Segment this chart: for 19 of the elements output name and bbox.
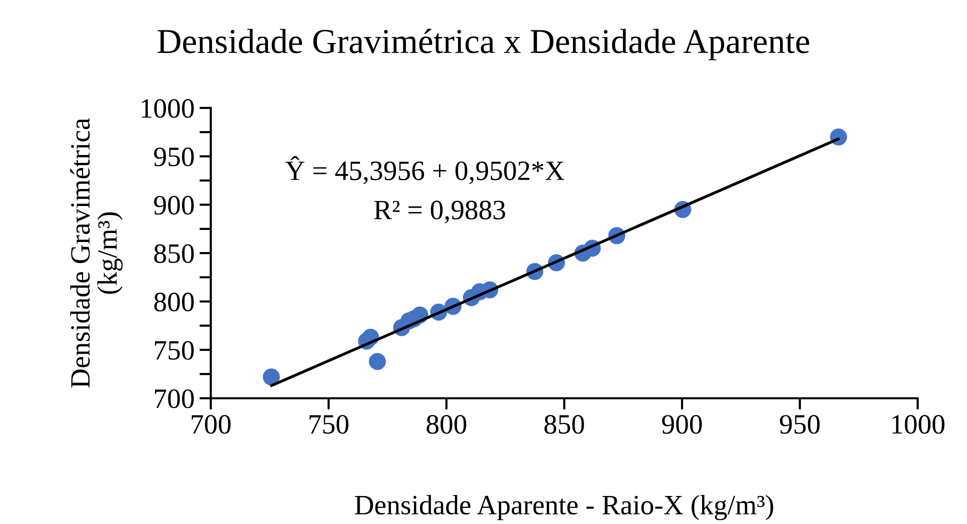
y-tick-label: 900 <box>154 196 194 215</box>
annotation: Ŷ = 45,3956 + 0,9502*X <box>285 156 564 184</box>
x-tick-label: 900 <box>662 415 702 434</box>
x-tick-label: 1000 <box>892 415 944 434</box>
y-tick-label: 1000 <box>142 99 194 118</box>
x-tick-label: 950 <box>780 415 820 434</box>
y-tick-label: 750 <box>155 341 194 360</box>
chart-title: Densidade Gravimétrica x Densidade Aparente <box>158 28 810 60</box>
x-tick-label: 800 <box>426 415 466 434</box>
y-tick-label: 800 <box>154 292 194 312</box>
x-tick-label: 850 <box>544 415 584 434</box>
y-tick-label: 700 <box>155 389 194 408</box>
x-axis-title: Densidade Aparente - Raio-X (kg/m³) <box>354 494 774 520</box>
y-axis-title: Densidade Gravimétrica (kg/m³) <box>70 118 123 388</box>
x-tick-label: 700 <box>192 415 231 434</box>
y-tick-label: 850 <box>154 244 194 264</box>
x-tick-label: 750 <box>310 415 348 434</box>
y-tick-label: 950 <box>154 147 194 166</box>
annotation: R² = 0,9883 <box>374 200 506 224</box>
